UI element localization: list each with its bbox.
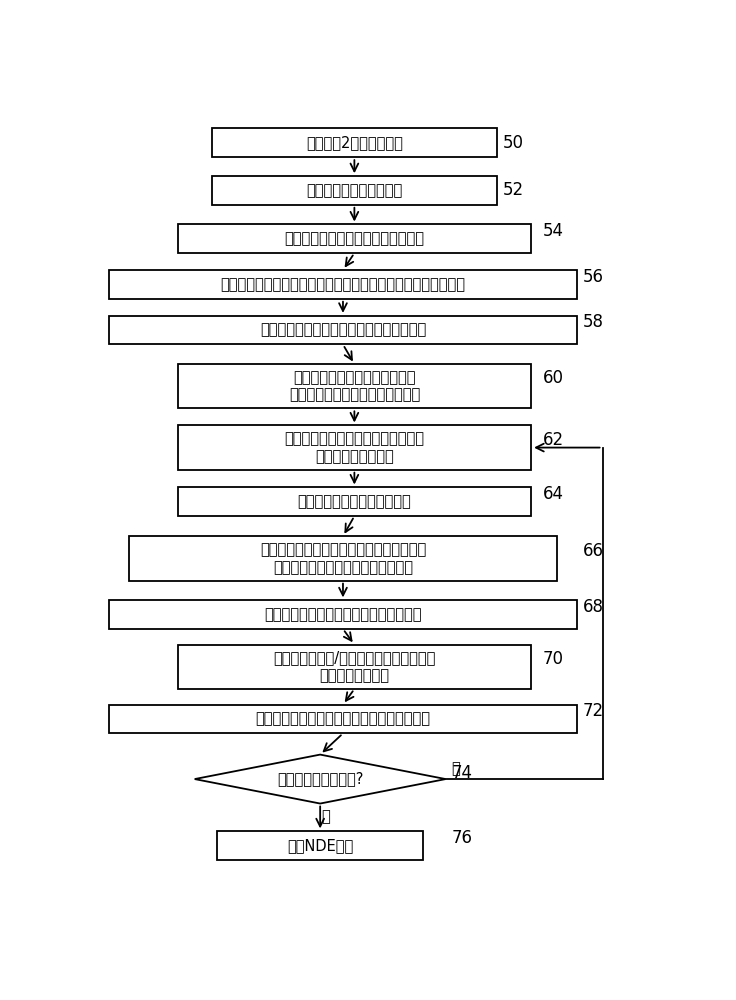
Text: 选择真空类型（渐变或循环）、频率（循环类型的情况）和幅度: 选择真空类型（渐变或循环）、频率（循环类型的情况）和幅度 (221, 277, 465, 292)
FancyBboxPatch shape (177, 487, 531, 516)
Text: 否: 否 (322, 809, 330, 824)
FancyBboxPatch shape (177, 364, 531, 408)
FancyBboxPatch shape (129, 536, 557, 581)
Text: 60: 60 (542, 369, 564, 387)
Text: 54: 54 (542, 222, 564, 240)
Text: 选择用于缺陷的最清晰的成像的
真空设置并且验证能够找到的缺陷: 选择用于缺陷的最清晰的成像的 真空设置并且验证能够找到的缺陷 (289, 370, 420, 402)
Text: 针对测试标准保持真空罩: 针对测试标准保持真空罩 (306, 183, 403, 198)
Text: 66: 66 (583, 542, 604, 560)
FancyBboxPatch shape (109, 705, 577, 733)
Text: 选择最佳地展示表面纹理或特征的光: 选择最佳地展示表面纹理或特征的光 (284, 231, 425, 246)
Text: 56: 56 (583, 268, 604, 286)
FancyBboxPatch shape (212, 128, 497, 157)
Text: 70: 70 (542, 650, 564, 668)
Text: 50: 50 (503, 134, 524, 152)
Text: 将系统放置到结构并且针对待检查的
表面区域保持真空罩: 将系统放置到结构并且针对待检查的 表面区域保持真空罩 (284, 431, 425, 464)
Text: 68: 68 (583, 598, 604, 616)
Text: 76: 76 (451, 829, 473, 847)
Text: 64: 64 (542, 485, 564, 503)
FancyBboxPatch shape (109, 270, 577, 299)
FancyBboxPatch shape (177, 425, 531, 470)
Text: 62: 62 (542, 431, 564, 449)
FancyBboxPatch shape (109, 600, 577, 629)
Text: 58: 58 (583, 313, 604, 331)
Text: 使用用于表面纹理的最佳照明收集罩下面的
区域的数字视频以在放大时观察应变: 使用用于表面纹理的最佳照明收集罩下面的 区域的数字视频以在放大时观察应变 (260, 542, 426, 575)
Text: 检查结构的另一区域?: 检查结构的另一区域? (277, 772, 364, 787)
FancyBboxPatch shape (212, 176, 497, 205)
Text: 观察区域的实时或近实时的放大运动视频: 观察区域的实时或近实时的放大运动视频 (264, 607, 422, 622)
Text: 使用各种真空设置收集测试标准的数字视频: 使用各种真空设置收集测试标准的数字视频 (260, 323, 426, 338)
FancyBboxPatch shape (109, 316, 577, 344)
FancyBboxPatch shape (218, 831, 422, 860)
Text: 74: 74 (451, 764, 473, 782)
FancyBboxPatch shape (177, 224, 531, 253)
Text: 移除真空罩以标记损伤位置和尺寸以便于维修: 移除真空罩以标记损伤位置和尺寸以便于维修 (255, 712, 431, 727)
Text: 结束NDE操作: 结束NDE操作 (287, 838, 353, 853)
Text: 72: 72 (583, 702, 604, 720)
Text: 如果识别出损伤/缺陷，则捕获用于测量、
分析和归档的截图: 如果识别出损伤/缺陷，则捕获用于测量、 分析和归档的截图 (273, 651, 436, 683)
Text: 将所选择的真空模式施加于罩: 将所选择的真空模式施加于罩 (297, 494, 411, 509)
Text: 连接如图2中所示的组件: 连接如图2中所示的组件 (306, 135, 403, 150)
Text: 是: 是 (451, 761, 460, 776)
Polygon shape (194, 755, 445, 804)
FancyBboxPatch shape (177, 645, 531, 689)
Text: 52: 52 (503, 181, 524, 199)
